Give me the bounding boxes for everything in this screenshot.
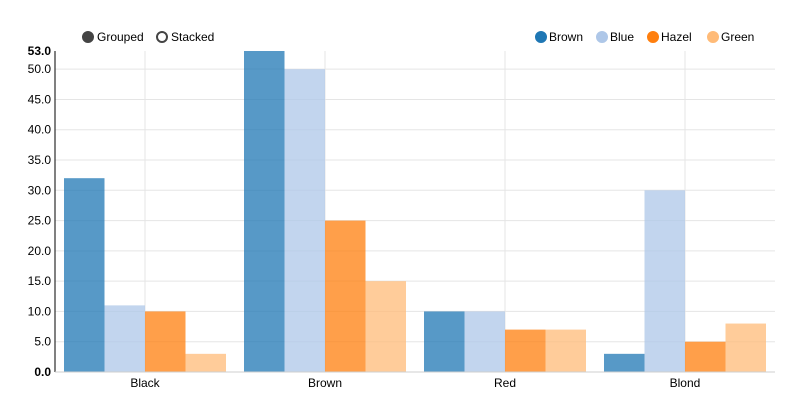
bar-blue-black[interactable]: [104, 305, 146, 372]
y-tick-label: 30.0: [28, 183, 52, 197]
legend-swatch-icon: [707, 31, 719, 43]
radio-circle-icon[interactable]: [156, 31, 168, 43]
legend[interactable]: Brown Blue Hazel Green: [535, 30, 754, 44]
bar-green-red[interactable]: [545, 329, 587, 372]
bar-blue-blond[interactable]: [644, 190, 686, 372]
bar-blue-brown[interactable]: [284, 69, 326, 373]
mode-option-stacked[interactable]: Stacked: [156, 30, 214, 44]
bar-hazel-blond[interactable]: [685, 341, 726, 372]
legend-swatch-icon: [596, 31, 608, 43]
legend-label: Green: [721, 30, 754, 44]
bar-hazel-brown[interactable]: [325, 220, 366, 372]
legend-item-green[interactable]: Green: [707, 30, 754, 44]
x-tick-label: Red: [494, 376, 516, 390]
bar-brown-brown[interactable]: [244, 51, 285, 372]
y-tick-label: 5.0: [34, 335, 51, 349]
radio-circle-icon[interactable]: [82, 31, 94, 43]
legend-item-blue[interactable]: Blue: [596, 30, 634, 44]
x-tick-label: Brown: [308, 376, 342, 390]
y-tick-label: 40.0: [28, 123, 52, 137]
y-tick-label: 35.0: [28, 153, 52, 167]
x-tick-label: Black: [130, 376, 160, 390]
y-tick-label: 50.0: [28, 62, 52, 76]
bar-blue-red[interactable]: [464, 311, 506, 372]
bar-green-blond[interactable]: [725, 323, 767, 372]
bar-brown-black[interactable]: [64, 178, 105, 372]
bar-brown-blond[interactable]: [604, 353, 645, 372]
legend-swatch-icon: [647, 31, 659, 43]
y-tick-label: 0.0: [34, 365, 51, 379]
axes: 0.0 5.0 10.0 15.0 20.0 25.0 30.0 35.0 40.0 45.0 50…: [28, 44, 775, 390]
legend-item-brown[interactable]: Brown: [535, 30, 583, 44]
y-tick-label: 20.0: [28, 244, 52, 258]
bars: [64, 51, 767, 373]
bar-green-black[interactable]: [185, 353, 227, 372]
y-tick-label: 45.0: [28, 92, 52, 106]
x-tick-label: Blond: [670, 376, 701, 390]
legend-item-hazel[interactable]: Hazel: [647, 30, 692, 44]
bar-hazel-black[interactable]: [145, 311, 186, 372]
y-tick-label: 15.0: [28, 274, 52, 288]
bar-brown-red[interactable]: [424, 311, 465, 372]
y-tick-label: 10.0: [28, 304, 52, 318]
legend-label: Brown: [549, 30, 583, 44]
mode-option-label: Grouped: [97, 30, 144, 44]
mode-controls[interactable]: Grouped Stacked: [82, 30, 214, 44]
y-tick-label: 25.0: [28, 214, 52, 228]
legend-swatch-icon: [535, 31, 547, 43]
mode-option-grouped[interactable]: Grouped: [82, 30, 144, 44]
mode-option-label: Stacked: [171, 30, 214, 44]
bar-green-brown[interactable]: [365, 281, 407, 372]
y-tick-label: 53.0: [28, 44, 52, 58]
legend-label: Blue: [610, 30, 634, 44]
legend-label: Hazel: [661, 30, 692, 44]
bar-hazel-red[interactable]: [505, 329, 546, 372]
